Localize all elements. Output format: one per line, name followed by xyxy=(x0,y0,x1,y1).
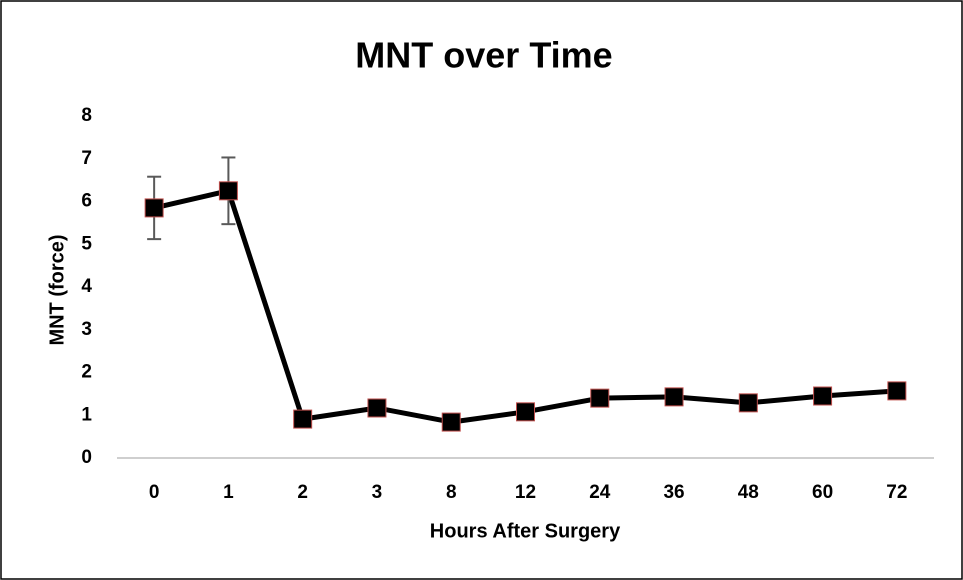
x-tick-label: 2 xyxy=(297,482,308,503)
marker xyxy=(590,388,610,408)
marker xyxy=(738,393,758,413)
x-tick-label: 8 xyxy=(446,482,457,503)
marker xyxy=(367,398,387,418)
y-tick-label: 5 xyxy=(81,233,92,254)
chart-title: MNT over Time xyxy=(355,35,612,76)
x-tick-label: 0 xyxy=(149,482,160,503)
y-tick-label: 2 xyxy=(81,362,92,383)
marker xyxy=(144,198,164,218)
x-axis-label: Hours After Surgery xyxy=(430,520,621,542)
y-tick-label: 8 xyxy=(81,105,92,126)
marker xyxy=(887,381,907,401)
y-tick-label: 7 xyxy=(81,148,92,169)
x-tick-label: 72 xyxy=(886,482,907,503)
y-tick-label: 6 xyxy=(81,191,92,212)
x-tick-label: 12 xyxy=(515,482,536,503)
x-tick-label: 60 xyxy=(812,482,833,503)
x-tick-label: 3 xyxy=(372,482,383,503)
marker xyxy=(813,386,833,406)
y-tick-label: 0 xyxy=(81,447,92,468)
y-axis-label: MNT (force) xyxy=(46,234,68,345)
marker xyxy=(441,412,461,432)
marker xyxy=(664,387,684,407)
marker xyxy=(218,181,238,201)
y-tick-label: 3 xyxy=(81,319,92,340)
x-tick-label: 36 xyxy=(663,482,684,503)
x-tick-label: 1 xyxy=(223,482,234,503)
y-tick-label: 4 xyxy=(81,276,92,297)
x-tick-label: 48 xyxy=(738,482,759,503)
y-tick-label: 1 xyxy=(81,404,92,425)
marker xyxy=(516,402,535,422)
x-tick-label: 24 xyxy=(589,482,611,503)
marker xyxy=(293,409,313,429)
